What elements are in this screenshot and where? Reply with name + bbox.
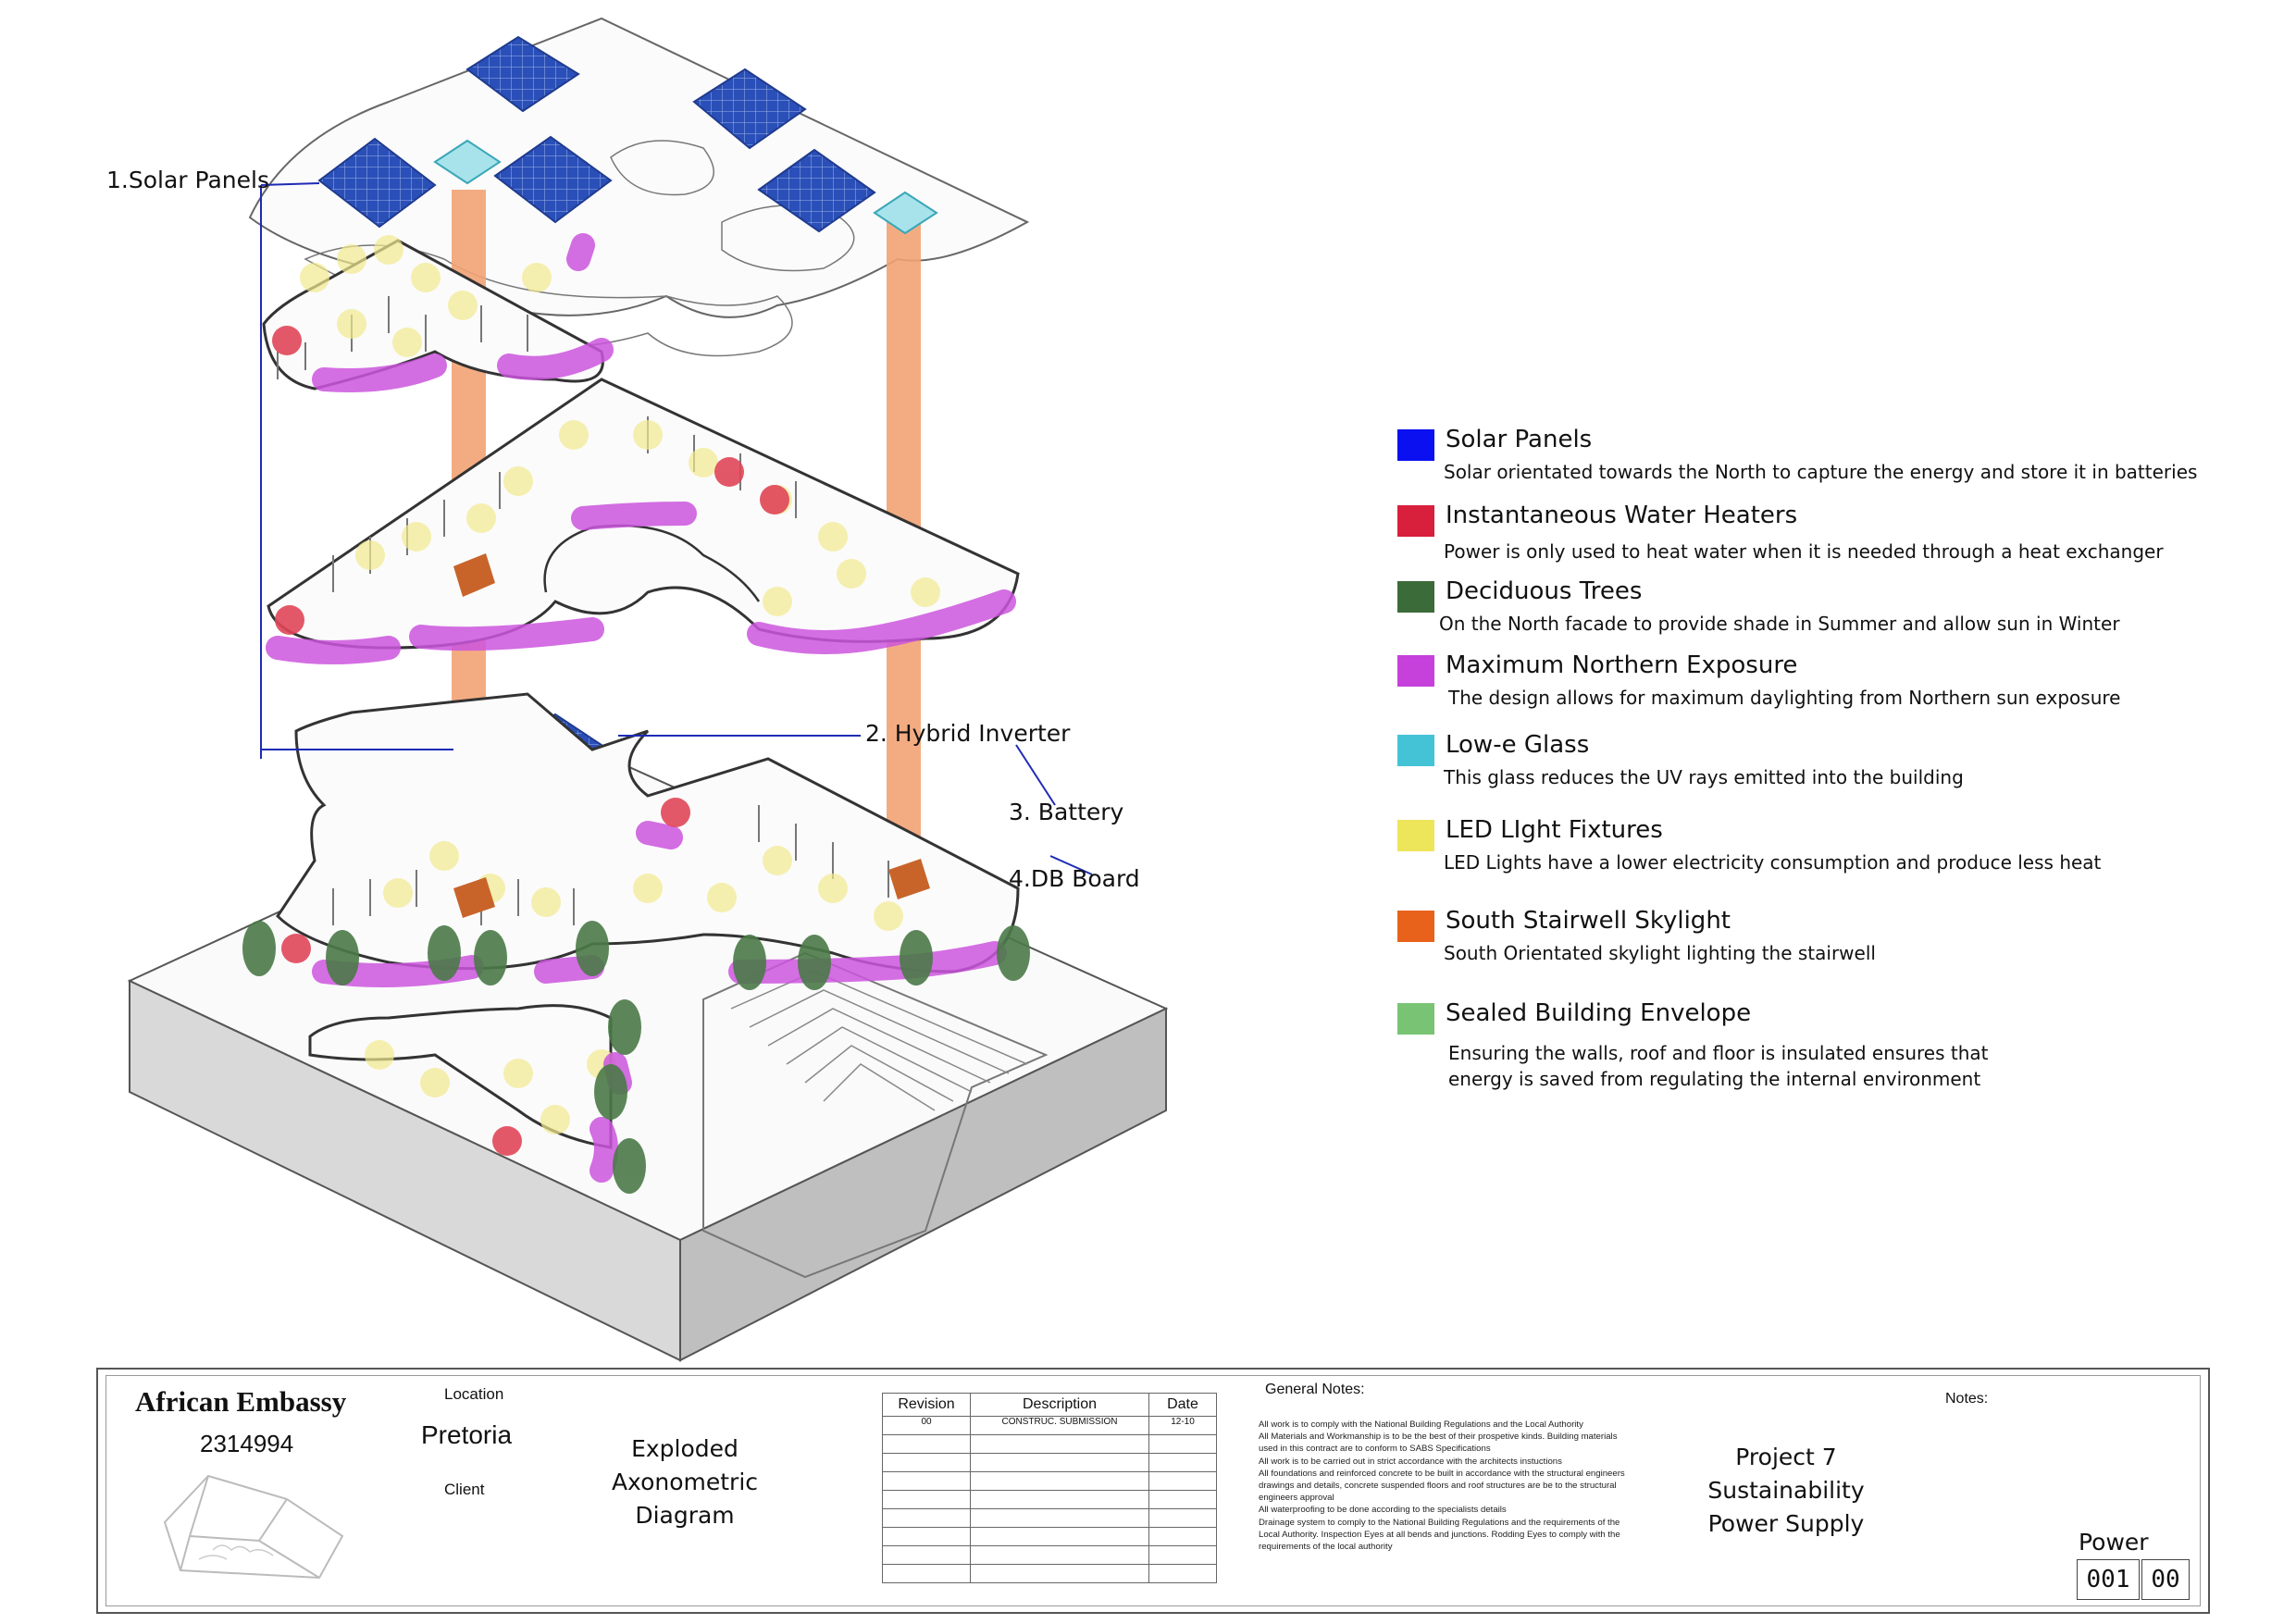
legend-description: South Orientated skylight lighting the s… — [1444, 942, 1876, 964]
title-block — [96, 1368, 2210, 1614]
legend-description: Ensuring the walls, roof and floor is in… — [1448, 1042, 1989, 1090]
client-label: Client — [444, 1481, 485, 1498]
callout-battery: 3. Battery — [1009, 799, 1124, 825]
table-row: 00 CONSTRUC. SUBMISSION 12-10 — [882, 1416, 1217, 1435]
solar-panel — [317, 137, 437, 229]
legend-swatch — [1397, 429, 1434, 461]
legend-description: Power is only used to heat water when it… — [1444, 540, 2164, 563]
solar-panel — [692, 68, 807, 150]
legend-swatch — [1397, 911, 1434, 942]
legend-title: Sealed Building Envelope — [1446, 999, 1752, 1027]
low-e-glass-skylight — [873, 191, 938, 235]
sheet-number: 001 — [2077, 1559, 2140, 1600]
solar-panel — [465, 35, 580, 113]
location-value: Pretoria — [421, 1420, 513, 1449]
callout-solar-panels: 1.Solar Panels — [106, 167, 269, 193]
sheet-label: Power — [2079, 1529, 2149, 1556]
date-header: Date — [1148, 1393, 1217, 1417]
legend-description: Solar orientated towards the North to ca… — [1444, 461, 2198, 483]
callout-db-board: 4.DB Board — [1009, 865, 1140, 892]
legend-title: Solar Panels — [1446, 426, 1593, 453]
project-name: African Embassy — [135, 1385, 347, 1418]
legend-swatch — [1397, 581, 1434, 613]
solar-panel — [757, 148, 876, 233]
callout-hybrid-inverter: 2. Hybrid Inverter — [865, 720, 1071, 747]
legend-description: The design allows for maximum daylightin… — [1448, 687, 2121, 709]
low-e-glass-skylight — [433, 139, 502, 185]
legend-title: South Stairwell Skylight — [1446, 907, 1731, 935]
legend-description: This glass reduces the UV rays emitted i… — [1444, 766, 1964, 788]
location-label: Location — [444, 1385, 504, 1403]
wiring-lines — [260, 182, 1093, 875]
drawing-title: Exploded Axonometric Diagram — [611, 1435, 759, 1529]
legend-swatch — [1397, 820, 1434, 851]
general-notes: All work is to comply with the National … — [1259, 1419, 1625, 1553]
revision-table: Revision Description Date 00 CONSTRUC. S… — [882, 1393, 1217, 1583]
revision-header: Revision — [882, 1393, 971, 1417]
description-header: Description — [970, 1393, 1149, 1417]
legend-description: LED Lights have a lower electricity cons… — [1444, 851, 2102, 874]
notes-label: Notes: — [1945, 1391, 1989, 1407]
legend-swatch — [1397, 1003, 1434, 1035]
student-number: 2314994 — [200, 1430, 294, 1457]
legend-description: On the North facade to provide shade in … — [1439, 613, 2120, 635]
house-sketch-icon — [163, 1474, 344, 1580]
legend-swatch — [1397, 735, 1434, 766]
legend-title: Deciduous Trees — [1446, 577, 1643, 605]
legend-title: Maximum Northern Exposure — [1446, 651, 1798, 679]
legend-title: Low-e Glass — [1446, 731, 1590, 759]
deciduous-trees — [242, 921, 1030, 1194]
legend-swatch — [1397, 505, 1434, 537]
general-notes-label: General Notes: — [1265, 1382, 1365, 1397]
legend-title: LED LIght Fixtures — [1446, 816, 1663, 844]
stairwell-skylights — [453, 553, 930, 918]
solar-panel — [493, 135, 613, 224]
sheet-revision: 00 — [2141, 1559, 2190, 1600]
instantaneous-water-heaters — [272, 326, 789, 1156]
legend-swatch — [1397, 655, 1434, 687]
legend-title: Instantaneous Water Heaters — [1446, 502, 1798, 529]
project-description: Project 7 Sustainability Power Supply — [1707, 1444, 1865, 1537]
